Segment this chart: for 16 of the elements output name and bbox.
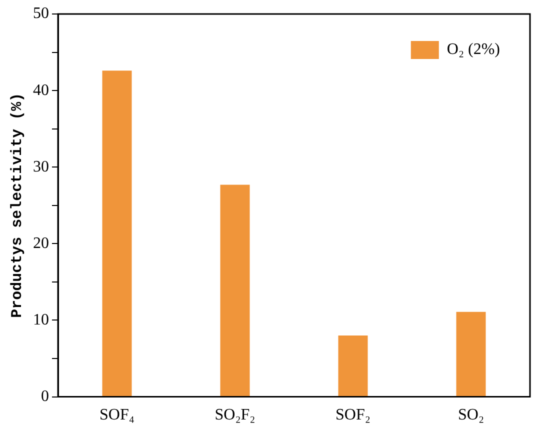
x-tick-label: SO₂F₂ <box>214 406 256 424</box>
bar <box>338 336 368 396</box>
y-tick-label: 10 <box>33 311 49 328</box>
y-axis-title: Productys selectivity (%) <box>8 92 26 318</box>
y-tick-label: 50 <box>33 5 49 22</box>
x-tick-label: SOF₄ <box>100 406 135 424</box>
x-tick-label: SO₂ <box>458 406 484 424</box>
legend-label: O₂ (2%) <box>446 41 500 58</box>
bar <box>220 184 250 396</box>
x-tick-label: SOF₂ <box>336 406 370 424</box>
y-tick-label: 20 <box>33 234 49 252</box>
y-tick-label: 40 <box>33 82 49 99</box>
y-tick-label: 0 <box>41 388 49 406</box>
bar <box>102 70 132 396</box>
bar <box>456 312 486 396</box>
y-tick-label: 30 <box>33 158 49 176</box>
